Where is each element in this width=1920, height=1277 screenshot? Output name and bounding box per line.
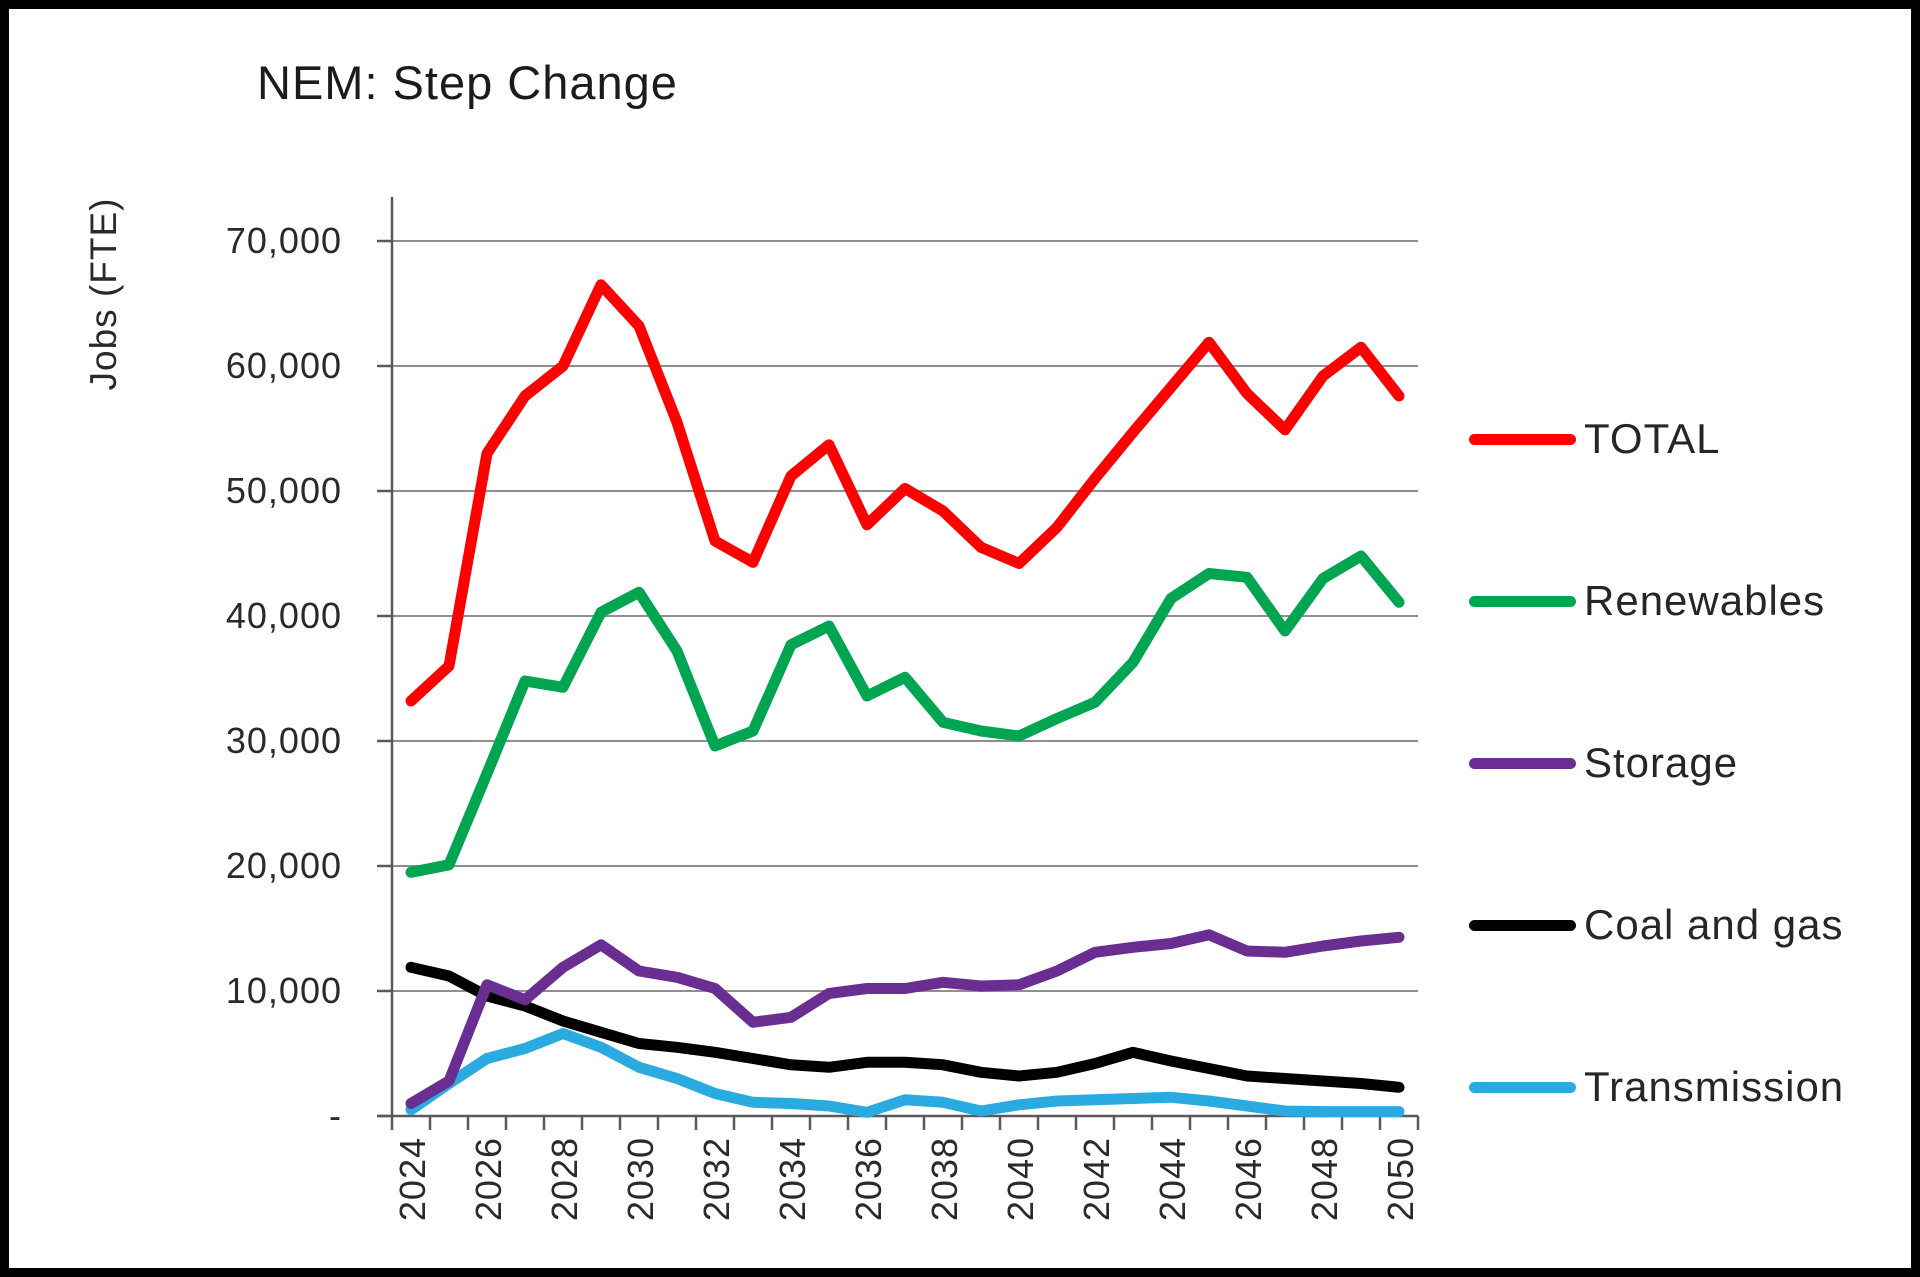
legend-item-total: TOTAL bbox=[1469, 404, 1720, 474]
y-tick-label: 50,000 bbox=[225, 470, 342, 511]
y-tick-label: 70,000 bbox=[225, 220, 342, 261]
legend-label: TOTAL bbox=[1584, 415, 1721, 462]
series-line-transmission bbox=[405, 1028, 1405, 1118]
series-line-renewables bbox=[405, 550, 1405, 878]
y-tick-label: 20,000 bbox=[225, 845, 342, 886]
legend-item-transmission: Transmission bbox=[1469, 1052, 1844, 1122]
x-tick-label: 2042 bbox=[1076, 1137, 1117, 1222]
series-line-storage bbox=[405, 929, 1405, 1109]
x-tick-label: 2026 bbox=[468, 1137, 509, 1222]
x-tick-label: 2048 bbox=[1304, 1137, 1345, 1222]
x-tick-label: 2046 bbox=[1228, 1137, 1269, 1222]
legend-label: Storage bbox=[1584, 739, 1739, 786]
legend-label: Transmission bbox=[1584, 1063, 1845, 1110]
x-tick-label: 2024 bbox=[392, 1137, 433, 1222]
y-tick-label: - bbox=[329, 1095, 342, 1136]
y-tick-label: 30,000 bbox=[225, 720, 342, 761]
legend-line-swatch bbox=[1469, 433, 1576, 445]
legend-line-swatch bbox=[1469, 1081, 1576, 1093]
legend-item-renewables: Renewables bbox=[1469, 566, 1825, 636]
x-tick-label: 2036 bbox=[848, 1137, 889, 1222]
legend-item-storage: Storage bbox=[1469, 728, 1738, 798]
x-tick-label: 2038 bbox=[924, 1137, 965, 1222]
line-chart-plot-area bbox=[377, 197, 1420, 1130]
x-tick-label: 2050 bbox=[1380, 1137, 1421, 1222]
chart-title: NEM: Step Change bbox=[257, 56, 678, 109]
x-tick-label: 2030 bbox=[620, 1137, 661, 1222]
x-tick-label: 2044 bbox=[1152, 1137, 1193, 1222]
legend-line-swatch bbox=[1469, 757, 1576, 769]
legend-label: Renewables bbox=[1584, 577, 1826, 624]
series-line-coal-and-gas bbox=[405, 961, 1405, 1093]
series-line-total bbox=[405, 279, 1405, 707]
legend-label: Coal and gas bbox=[1584, 901, 1844, 948]
x-tick-label: 2032 bbox=[696, 1137, 737, 1222]
legend-line-swatch bbox=[1469, 919, 1576, 931]
x-tick-label: 2028 bbox=[544, 1137, 585, 1222]
x-tick-label: 2034 bbox=[772, 1137, 813, 1222]
y-tick-label: 10,000 bbox=[225, 970, 342, 1011]
y-tick-label: 60,000 bbox=[225, 345, 342, 386]
y-tick-label: 40,000 bbox=[225, 595, 342, 636]
legend-line-swatch bbox=[1469, 595, 1576, 607]
legend-item-coal-and-gas: Coal and gas bbox=[1469, 890, 1844, 960]
x-tick-label: 2040 bbox=[1000, 1137, 1041, 1222]
